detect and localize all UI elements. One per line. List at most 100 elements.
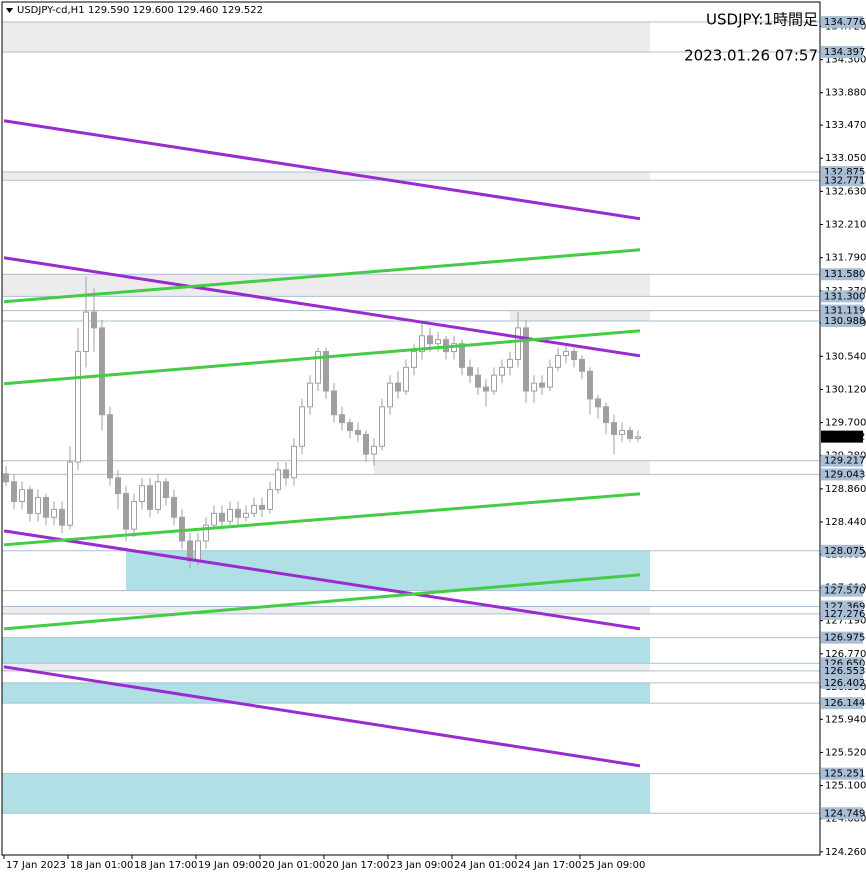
y-tick-label: 133.050 bbox=[825, 153, 866, 164]
candle-body bbox=[427, 335, 433, 345]
zone bbox=[2, 274, 650, 297]
candle-body bbox=[619, 429, 625, 435]
trend-line bbox=[3, 248, 641, 304]
y-tick-label: 127.190 bbox=[825, 616, 866, 627]
candle-body bbox=[395, 382, 401, 392]
y-tick-label: 125.520 bbox=[825, 747, 866, 758]
candle-body bbox=[11, 481, 17, 502]
y-tick-label: 125.940 bbox=[825, 714, 866, 725]
y-tick-label: 124.260 bbox=[825, 847, 866, 858]
candle-body bbox=[51, 508, 57, 518]
candle-body bbox=[227, 508, 233, 522]
level-label: 126.650 bbox=[824, 658, 865, 669]
candle-body bbox=[595, 398, 601, 408]
candle-body bbox=[387, 382, 393, 408]
level-label: 134.776 bbox=[824, 17, 865, 28]
level-label: 127.276 bbox=[824, 609, 865, 620]
x-tick-label: 18 Jan 01:00 bbox=[70, 860, 133, 871]
candle-body bbox=[355, 429, 361, 435]
x-tick-label: 18 Jan 17:00 bbox=[134, 860, 197, 871]
candle-body bbox=[459, 343, 465, 368]
y-tick-label: 130.120 bbox=[825, 384, 866, 395]
candle-body bbox=[35, 497, 41, 514]
candle-body bbox=[219, 512, 225, 522]
x-tick-label: 24 Jan 01:00 bbox=[454, 860, 517, 871]
trend-line bbox=[3, 329, 641, 386]
chart-title: USDJPY:1時間足 bbox=[706, 11, 818, 29]
candle-body bbox=[323, 351, 329, 392]
x-tick-label: 20 Jan 01:00 bbox=[262, 860, 325, 871]
candle-body bbox=[67, 461, 73, 526]
x-tick-label: 23 Jan 09:00 bbox=[390, 860, 453, 871]
level-label-box bbox=[821, 664, 863, 677]
candle-body bbox=[275, 469, 281, 491]
candle-body bbox=[43, 497, 49, 518]
level-label: 129.043 bbox=[824, 469, 865, 480]
level-label: 127.369 bbox=[824, 602, 865, 613]
candle-body bbox=[91, 311, 97, 329]
y-tick-label: 133.880 bbox=[825, 88, 866, 99]
symbol-label: USDJPY-cd,H1 bbox=[17, 5, 85, 16]
level-label-box bbox=[821, 16, 863, 29]
candle-body bbox=[627, 429, 633, 439]
level-label: 125.251 bbox=[824, 769, 865, 780]
candle-body bbox=[587, 370, 593, 400]
candle-body bbox=[435, 339, 441, 345]
candle-body bbox=[259, 504, 265, 510]
level-label: 128.075 bbox=[824, 546, 865, 557]
y-tick-label: 126.770 bbox=[825, 649, 866, 660]
level-label-box bbox=[821, 607, 863, 620]
zone bbox=[2, 637, 650, 664]
level-label-box bbox=[821, 268, 863, 281]
candle-body bbox=[139, 485, 145, 502]
y-tick-label: 134.300 bbox=[825, 55, 866, 66]
x-tick-label: 24 Jan 17:00 bbox=[518, 860, 581, 871]
candle-body bbox=[499, 366, 505, 376]
level-label-box bbox=[821, 174, 863, 187]
candle-body bbox=[27, 489, 33, 514]
candle-body bbox=[243, 512, 249, 518]
candle-body bbox=[59, 508, 65, 526]
candle-body bbox=[155, 481, 161, 510]
zone bbox=[510, 310, 650, 321]
x-tick-label: 17 Jan 2023 bbox=[6, 860, 66, 871]
y-tick-label: 132.630 bbox=[825, 186, 866, 197]
candle-body bbox=[283, 469, 289, 479]
level-label-box bbox=[821, 468, 863, 481]
candle-body bbox=[563, 351, 569, 357]
candle-body bbox=[539, 382, 545, 388]
candle-body bbox=[19, 489, 25, 502]
level-label: 132.771 bbox=[824, 175, 865, 186]
x-tick-label: 20 Jan 17:00 bbox=[326, 860, 389, 871]
zone bbox=[2, 606, 650, 614]
candle-body bbox=[3, 473, 9, 483]
zone bbox=[2, 682, 650, 704]
level-label: 126.975 bbox=[824, 633, 865, 644]
trend-line bbox=[3, 573, 641, 631]
y-tick-label: 133.470 bbox=[825, 120, 866, 131]
level-label-box bbox=[821, 544, 863, 557]
candle-body bbox=[99, 327, 105, 416]
candle-body bbox=[555, 355, 561, 368]
plot-frame bbox=[1, 1, 821, 856]
candle-body bbox=[123, 493, 129, 530]
level-label-box bbox=[821, 314, 863, 327]
candle-body bbox=[579, 358, 585, 372]
x-tick-label: 25 Jan 09:00 bbox=[582, 860, 645, 871]
level-label-box bbox=[821, 584, 863, 597]
chart-subtitle: 2023.01.26 07:57 bbox=[684, 47, 818, 65]
candle-body bbox=[315, 351, 321, 384]
level-label: 130.988 bbox=[824, 316, 865, 327]
trend-line bbox=[3, 119, 641, 221]
plot-area: 124.260124.680125.100125.520125.940126.3… bbox=[2, 16, 866, 871]
current-price-label: 129.522 bbox=[824, 432, 865, 443]
candle-body bbox=[483, 386, 489, 392]
y-tick-label: 125.100 bbox=[825, 781, 866, 792]
candle-body bbox=[475, 374, 481, 388]
y-tick-label: 128.440 bbox=[825, 517, 866, 528]
trend-line bbox=[3, 665, 641, 768]
candle-body bbox=[531, 382, 537, 392]
candle-body bbox=[195, 540, 201, 562]
